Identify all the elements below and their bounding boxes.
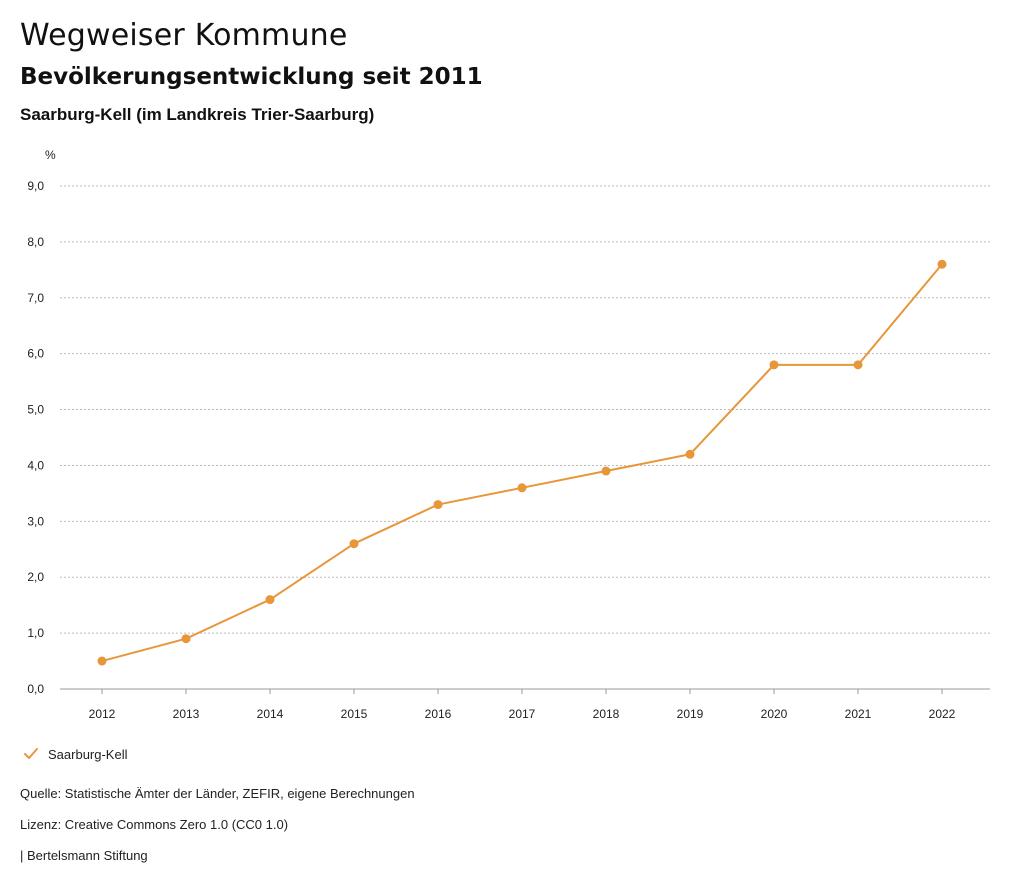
- data-point: [265, 595, 275, 605]
- series-line: [101, 263, 943, 663]
- x-tick-label: 2018: [593, 707, 620, 721]
- x-tick-label: 2016: [425, 707, 452, 721]
- y-tick-label: 9,0: [27, 179, 44, 193]
- data-point: [769, 360, 779, 370]
- chart-legend[interactable]: Saarburg-Kell: [22, 745, 128, 763]
- grid-layer: [60, 185, 990, 690]
- series-layer: [97, 259, 947, 666]
- y-tick-label: 6,0: [27, 347, 44, 361]
- line-chart: % 0,0 1,0 2,0 3,0 4,0 5,0 6,0 7,0 8,0 9,0 2012 201…: [0, 140, 1024, 730]
- x-axis: 2012 2013 2014 2015 2016 2017 2018 2019 2020 2021…: [89, 689, 956, 721]
- x-tick-label: 2021: [845, 707, 872, 721]
- x-tick-label: 2020: [761, 707, 788, 721]
- x-tick-label: 2019: [677, 707, 704, 721]
- y-tick-label: 3,0: [27, 514, 44, 528]
- y-tick-label: 1,0: [27, 626, 44, 640]
- x-tick-label: 2015: [341, 707, 368, 721]
- x-tick-label: 2013: [173, 707, 200, 721]
- x-tick-label: 2022: [929, 707, 956, 721]
- y-axis-unit-label: %: [45, 148, 56, 162]
- x-tick-label: 2012: [89, 707, 116, 721]
- source-note: Quelle: Statistische Ämter der Länder, Z…: [20, 786, 415, 801]
- y-tick-label: 0,0: [27, 682, 44, 696]
- y-tick-label: 4,0: [27, 458, 44, 472]
- data-point: [853, 360, 863, 370]
- y-axis: 0,0 1,0 2,0 3,0 4,0 5,0 6,0 7,0 8,0 9,0: [27, 179, 44, 696]
- y-tick-label: 5,0: [27, 403, 44, 417]
- chart-svg: % 0,01,02,03,04,05,06,07,08,09,0 2012 201…: [27, 148, 990, 721]
- data-point: [181, 634, 191, 644]
- x-tick-label: 2014: [257, 707, 284, 721]
- data-point: [97, 656, 107, 666]
- chart-subtitle: Bevölkerungsentwicklung seit 2011: [20, 64, 483, 90]
- data-point: [685, 449, 695, 459]
- data-point: [601, 466, 611, 476]
- publisher-note: | Bertelsmann Stiftung: [20, 848, 148, 863]
- data-point: [433, 500, 443, 510]
- data-point: [517, 483, 527, 493]
- data-point: [349, 539, 359, 549]
- license-note: Lizenz: Creative Commons Zero 1.0 (CC0 1…: [20, 817, 289, 832]
- y-tick-label: 7,0: [27, 291, 44, 305]
- x-tick-label: 2017: [509, 707, 536, 721]
- region-title: Saarburg-Kell (im Landkreis Trier-Saarbu…: [20, 105, 375, 124]
- y-tick-label: 2,0: [27, 570, 44, 584]
- data-point: [937, 259, 947, 269]
- check-icon: [24, 748, 38, 759]
- legend-label: Saarburg-Kell: [48, 746, 128, 762]
- y-tick-label: 8,0: [27, 235, 44, 249]
- page-title: Wegweiser Kommune: [20, 18, 348, 53]
